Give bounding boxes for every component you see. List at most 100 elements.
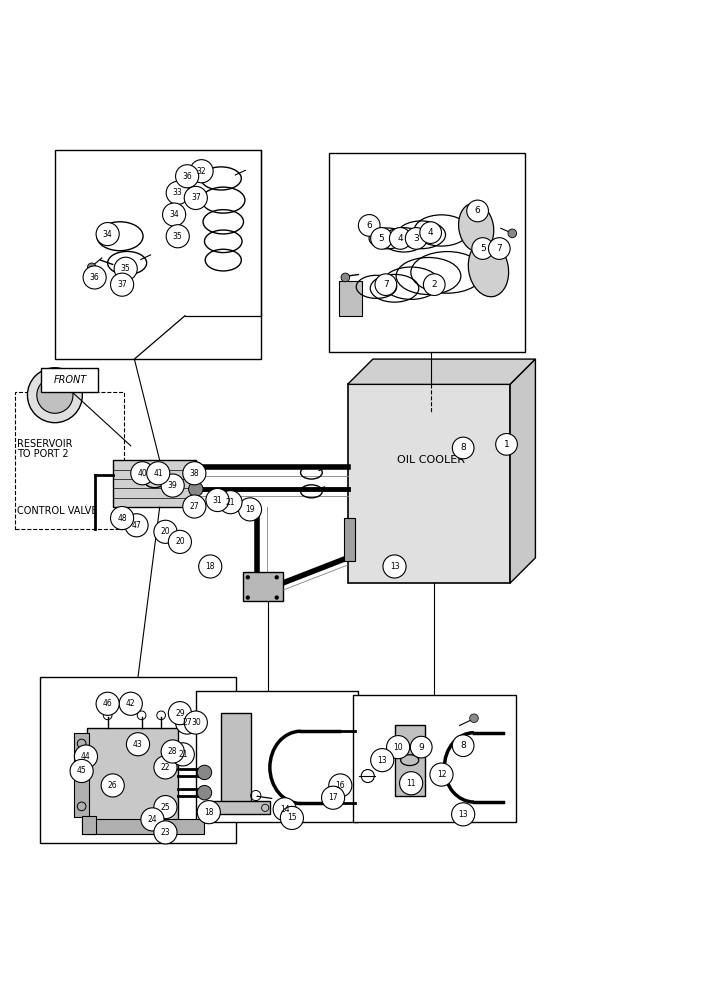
Circle shape: [154, 756, 177, 779]
Bar: [344, 518, 355, 561]
Text: TO PORT 2: TO PORT 2: [17, 449, 68, 459]
Text: CONTROL VALVE: CONTROL VALVE: [17, 506, 97, 516]
Circle shape: [245, 575, 250, 579]
Circle shape: [88, 263, 96, 272]
Text: 44: 44: [81, 752, 90, 761]
Polygon shape: [348, 359, 536, 384]
Circle shape: [190, 160, 213, 183]
Circle shape: [430, 763, 453, 786]
Bar: [41, 677, 235, 843]
Circle shape: [197, 765, 211, 780]
Text: 36: 36: [90, 273, 99, 282]
Text: 9: 9: [418, 743, 424, 752]
Bar: [75, 733, 89, 817]
Text: 2: 2: [432, 280, 437, 289]
Text: 32: 32: [197, 167, 206, 176]
Text: 5: 5: [480, 244, 486, 253]
Circle shape: [387, 736, 410, 759]
Circle shape: [452, 803, 475, 826]
Circle shape: [371, 228, 392, 249]
Circle shape: [167, 181, 189, 204]
Text: 5: 5: [379, 234, 384, 243]
Circle shape: [206, 488, 229, 512]
Circle shape: [114, 257, 138, 280]
Bar: [221, 713, 251, 807]
Text: 43: 43: [133, 740, 143, 749]
Text: 18: 18: [204, 808, 214, 817]
Text: 1: 1: [504, 440, 510, 449]
Circle shape: [184, 711, 207, 734]
Circle shape: [131, 462, 154, 485]
Text: 27: 27: [182, 718, 192, 727]
Circle shape: [197, 785, 211, 800]
Text: 8: 8: [460, 443, 466, 452]
Circle shape: [341, 273, 350, 282]
Text: 27: 27: [190, 502, 199, 511]
Circle shape: [496, 434, 518, 455]
Text: 42: 42: [126, 699, 135, 708]
Text: 35: 35: [121, 264, 130, 273]
Text: 21: 21: [178, 750, 188, 759]
Text: 28: 28: [168, 747, 177, 756]
Circle shape: [420, 222, 442, 243]
Text: 38: 38: [190, 469, 199, 478]
Text: 36: 36: [182, 172, 192, 181]
Circle shape: [245, 595, 250, 600]
Circle shape: [167, 225, 189, 248]
Bar: [195, 691, 358, 822]
Text: 3: 3: [413, 234, 419, 243]
Text: 20: 20: [161, 527, 170, 536]
Bar: [55, 150, 261, 359]
Circle shape: [197, 801, 220, 824]
Text: 12: 12: [437, 770, 446, 779]
Bar: [348, 384, 510, 583]
Circle shape: [182, 495, 206, 518]
Bar: [209, 801, 270, 814]
Bar: [395, 725, 425, 796]
Text: 13: 13: [458, 810, 468, 819]
Text: 6: 6: [366, 221, 372, 230]
Circle shape: [371, 749, 394, 772]
Circle shape: [274, 575, 279, 579]
Text: 11: 11: [406, 779, 416, 788]
Ellipse shape: [458, 203, 494, 252]
Circle shape: [390, 228, 411, 249]
Circle shape: [175, 711, 198, 734]
Bar: [82, 816, 96, 834]
Circle shape: [154, 520, 177, 543]
Text: 31: 31: [213, 496, 222, 505]
Circle shape: [375, 274, 397, 296]
Text: 4: 4: [397, 234, 403, 243]
Circle shape: [400, 772, 423, 795]
Ellipse shape: [468, 241, 509, 297]
Text: 34: 34: [169, 210, 179, 219]
Text: 45: 45: [77, 766, 86, 775]
Text: 10: 10: [393, 743, 403, 752]
Text: 18: 18: [206, 562, 215, 571]
Circle shape: [405, 228, 427, 249]
Circle shape: [238, 498, 261, 521]
Text: 47: 47: [132, 521, 141, 530]
Circle shape: [154, 796, 177, 819]
Bar: [339, 281, 362, 316]
Text: 13: 13: [377, 756, 387, 765]
Circle shape: [358, 215, 380, 236]
Text: 37: 37: [191, 193, 201, 202]
Text: OIL COOLER: OIL COOLER: [397, 455, 465, 465]
Text: 23: 23: [161, 828, 170, 837]
Circle shape: [489, 238, 510, 259]
Text: 17: 17: [328, 793, 338, 802]
Text: 15: 15: [287, 813, 297, 822]
Bar: [329, 153, 525, 352]
Bar: [113, 460, 195, 507]
Circle shape: [411, 736, 432, 758]
Text: 20: 20: [175, 537, 185, 546]
Text: 14: 14: [280, 805, 290, 814]
Circle shape: [83, 266, 106, 289]
Circle shape: [161, 474, 184, 497]
Circle shape: [119, 692, 143, 715]
Text: 6: 6: [475, 206, 481, 215]
Text: 41: 41: [153, 469, 163, 478]
Circle shape: [452, 437, 474, 459]
Circle shape: [101, 774, 125, 797]
